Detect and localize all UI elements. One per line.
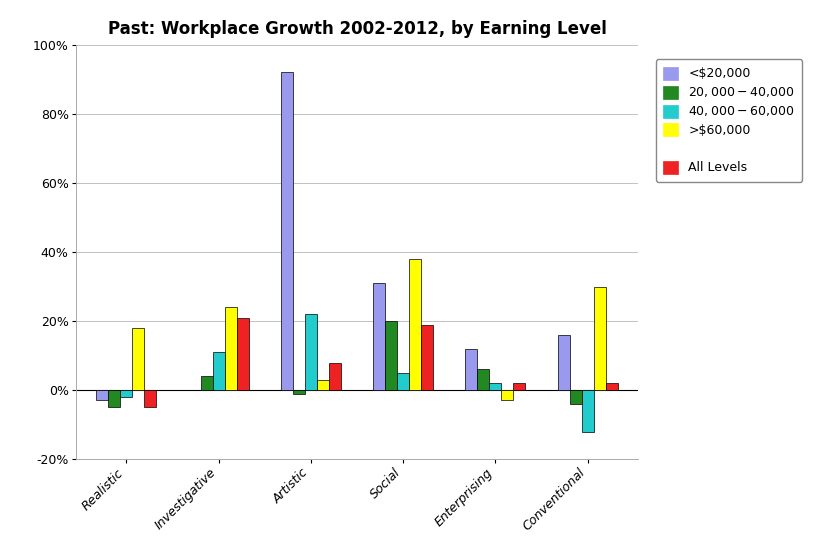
Legend: <$20,000, $20,000-$40,000, $40,000-$60,000, >$60,000,  , All Levels: <$20,000, $20,000-$40,000, $40,000-$60,0… (656, 59, 802, 182)
Bar (329, 362, 341, 390)
Bar (317, 380, 329, 390)
Bar (305, 314, 317, 390)
Bar (237, 318, 249, 390)
Bar (213, 352, 224, 390)
Title: Past: Workplace Growth 2002-2012, by Earning Level: Past: Workplace Growth 2002-2012, by Ear… (108, 20, 606, 38)
Bar (465, 349, 477, 390)
Bar (224, 307, 237, 390)
Bar (281, 72, 293, 390)
Bar (421, 324, 433, 390)
Bar (373, 283, 385, 390)
Bar (501, 390, 513, 400)
Bar (570, 390, 581, 404)
Bar (409, 259, 421, 390)
Bar (120, 390, 133, 397)
Bar (477, 370, 490, 390)
Bar (558, 335, 570, 390)
Bar (97, 390, 108, 400)
Bar (385, 321, 397, 390)
Bar (606, 383, 617, 390)
Bar (397, 373, 409, 390)
Bar (133, 328, 144, 390)
Bar (513, 383, 525, 390)
Bar (581, 390, 594, 432)
Bar (490, 383, 501, 390)
Bar (293, 390, 305, 394)
Bar (201, 376, 213, 390)
Bar (144, 390, 156, 408)
Bar (108, 390, 120, 408)
Bar (594, 287, 606, 390)
